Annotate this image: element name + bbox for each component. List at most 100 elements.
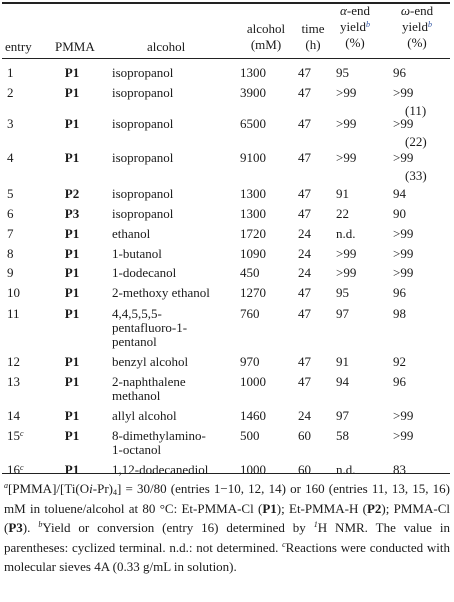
cyclized-value: (33) [405, 168, 427, 183]
entry-number: 7 [7, 226, 14, 241]
concentration-cell: 1090 [240, 246, 266, 261]
alpha-yield-cell: >99 [336, 150, 357, 165]
omega-yield-value: >99 [393, 150, 414, 165]
entry-cell: 11 [7, 307, 37, 321]
omega-yield-cell: >99 [393, 429, 443, 443]
header-pmma: PMMA [55, 39, 95, 54]
header-entry: entry [5, 39, 32, 54]
omega-yield-value: >99 [393, 116, 414, 131]
alcohol-line: 8-dimethylamino- [112, 428, 206, 443]
entry-cell: 1 [7, 66, 37, 80]
alcohol-line: isopropanol [112, 116, 174, 131]
alcohol-cell: allyl alcohol [112, 409, 232, 423]
omega-yield-value: 94 [393, 186, 406, 201]
omega-yield-value: >99 [393, 246, 414, 261]
alcohol-line: benzyl alcohol [112, 354, 189, 369]
entry-cell: 3 [7, 117, 37, 131]
pmma-cell: P1 [64, 65, 80, 80]
header-alcohol: alcohol [147, 39, 186, 54]
alpha-yield-cell: >99 [336, 265, 357, 280]
alpha-yield-cell: 91 [336, 354, 349, 369]
table-top-rule [2, 2, 450, 4]
alcohol-cell: benzyl alcohol [112, 355, 232, 369]
concentration-cell: 6500 [240, 116, 266, 131]
concentration-cell: 1720 [240, 226, 266, 241]
omega-yield-cell: >99 [393, 227, 443, 241]
entry-cell: 14 [7, 409, 37, 423]
entry-cell: 13 [7, 375, 37, 389]
alcohol-line: 2-methoxy ethanol [112, 285, 210, 300]
alcohol-line: isopropanol [112, 65, 174, 80]
omega-yield-cell: 90 [393, 207, 443, 221]
alcohol-line: 4,4,5,5,5- [112, 306, 162, 321]
entry-cell: 7 [7, 227, 37, 241]
alcohol-cell: 2-naphthalene methanol [112, 375, 232, 403]
time-cell: 47 [298, 116, 311, 131]
omega-yield-value: >99 [393, 265, 414, 280]
alcohol-cell: 4,4,5,5,5- pentafluoro-1- pentanol [112, 307, 232, 349]
alpha-yield-cell: 97 [336, 306, 349, 321]
header-time: time (h) [301, 21, 325, 52]
alcohol-cell: isopropanol [112, 117, 232, 131]
pmma-cell: P1 [64, 428, 80, 443]
concentration-cell: 3900 [240, 85, 266, 100]
omega-yield-cell: 98 [393, 307, 443, 321]
entry-number: 4 [7, 150, 14, 165]
footnote-c-ref: c [20, 429, 24, 438]
pmma-cell: P1 [64, 374, 80, 389]
concentration-cell: 1300 [240, 65, 266, 80]
omega-yield-value: 90 [393, 206, 406, 221]
pmma-cell: P1 [64, 285, 80, 300]
time-cell: 47 [298, 285, 311, 300]
header-rule [2, 58, 450, 59]
alcohol-cell: isopropanol [112, 86, 232, 100]
entry-cell: 15c [7, 429, 37, 443]
entry-number: 15 [7, 428, 20, 443]
pmma-cell: P3 [64, 206, 80, 221]
omega-yield-value: 83 [393, 462, 406, 477]
alcohol-cell: 8-dimethylamino- 1-octanol [112, 429, 232, 457]
time-cell: 24 [298, 226, 311, 241]
time-cell: 24 [298, 408, 311, 423]
concentration-cell: 1300 [240, 206, 266, 221]
pmma-cell: P1 [64, 408, 80, 423]
concentration-cell: 500 [240, 428, 260, 443]
pmma-cell: P1 [64, 85, 80, 100]
alcohol-line: ethanol [112, 226, 151, 241]
alcohol-line: 2-naphthalene [112, 374, 186, 389]
alcohol-cell: 1-dodecanol [112, 266, 232, 280]
header-alpha-yield: α-end yieldb (%) [340, 3, 370, 50]
pmma-cell: P2 [64, 186, 80, 201]
time-cell: 47 [298, 186, 311, 201]
footnote-b-ref: b [366, 20, 370, 29]
omega-yield-value: >99 [393, 428, 414, 443]
omega-yield-cell: >99 [393, 409, 443, 423]
concentration-cell: 450 [240, 265, 260, 280]
entry-number: 11 [7, 306, 20, 321]
omega-yield-cell: 96 [393, 375, 443, 389]
header-omega-yield: ω-end yieldb (%) [400, 3, 434, 50]
alpha-yield-cell: 22 [336, 206, 349, 221]
entry-number: 13 [7, 374, 20, 389]
omega-yield-value: 92 [393, 354, 406, 369]
alcohol-line: isopropanol [112, 206, 174, 221]
alpha-yield-cell: 95 [336, 65, 349, 80]
alcohol-line: 1-octanol [112, 442, 162, 457]
entry-number: 2 [7, 85, 14, 100]
alcohol-line: isopropanol [112, 85, 174, 100]
time-cell: 60 [298, 428, 311, 443]
alcohol-line: 1-dodecanol [112, 265, 177, 280]
footnote-b-ref: b [428, 20, 432, 29]
cyclized-value: (22) [405, 134, 427, 149]
concentration-cell: 760 [240, 306, 260, 321]
alpha-yield-cell: >99 [336, 116, 357, 131]
time-cell: 47 [298, 306, 311, 321]
time-cell: 47 [298, 65, 311, 80]
alcohol-cell: 1,12-dodecanediol [112, 463, 232, 477]
pmma-cell: P1 [64, 246, 80, 261]
alcohol-cell: 2-methoxy ethanol [112, 286, 232, 300]
omega-yield-cell: >99 [393, 247, 443, 261]
concentration-cell: 970 [240, 354, 260, 369]
alcohol-line: isopropanol [112, 186, 174, 201]
